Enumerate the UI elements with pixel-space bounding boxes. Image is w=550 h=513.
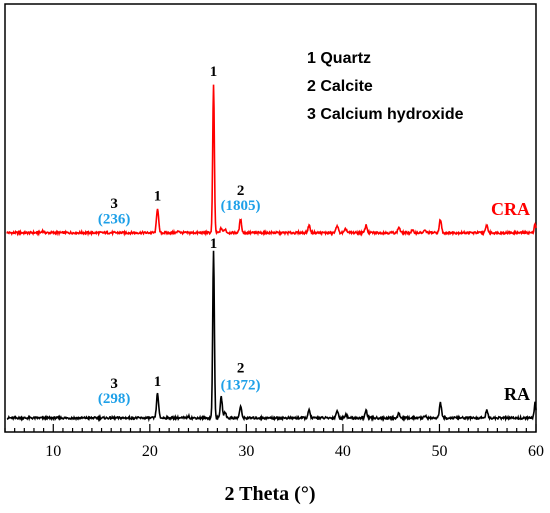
- peak-label: 1: [154, 374, 162, 390]
- series-label-ra: RA: [504, 384, 530, 404]
- series-label-cra: CRA: [491, 199, 530, 219]
- x-tick-label: 10: [45, 443, 61, 460]
- plot-frame: [4, 3, 537, 433]
- x-tick-label: 30: [238, 443, 254, 460]
- legend-entry: 2 Calcite: [307, 78, 373, 95]
- peak-label: 1: [210, 236, 218, 252]
- legend-entry: 3 Calcium hydroxide: [307, 106, 464, 123]
- x-tick-label: 50: [431, 443, 447, 460]
- x-axis: 10 20 30 40 50 60: [4, 424, 544, 460]
- x-tick-label: 40: [335, 443, 351, 460]
- x-tick-label: 60: [528, 443, 544, 460]
- x-tick-label: 20: [142, 443, 158, 460]
- peak-label: 1: [210, 64, 218, 80]
- intensity-label: (1372): [221, 378, 261, 394]
- series-layer: CRA RA: [6, 84, 537, 423]
- intensity-label: (1805): [221, 198, 261, 214]
- legend-entry: 1 Quartz: [307, 50, 371, 67]
- legend: 1 Quartz 2 Calcite 3 Calcium hydroxide: [307, 50, 464, 123]
- x-axis-title: 2 Theta (°): [225, 483, 316, 505]
- annotation-layer: 113(236)2(1805)113(298)2(1372): [98, 64, 261, 407]
- intensity-label: (298): [98, 391, 131, 407]
- peak-label: 2: [237, 183, 245, 199]
- peak-label: 1: [154, 189, 162, 205]
- series-line-ra: [6, 250, 537, 423]
- series-line-cra: [6, 84, 537, 237]
- intensity-label: (236): [98, 211, 131, 227]
- peak-label: 3: [110, 196, 118, 212]
- peak-label: 2: [237, 361, 245, 377]
- peak-label: 3: [110, 376, 118, 392]
